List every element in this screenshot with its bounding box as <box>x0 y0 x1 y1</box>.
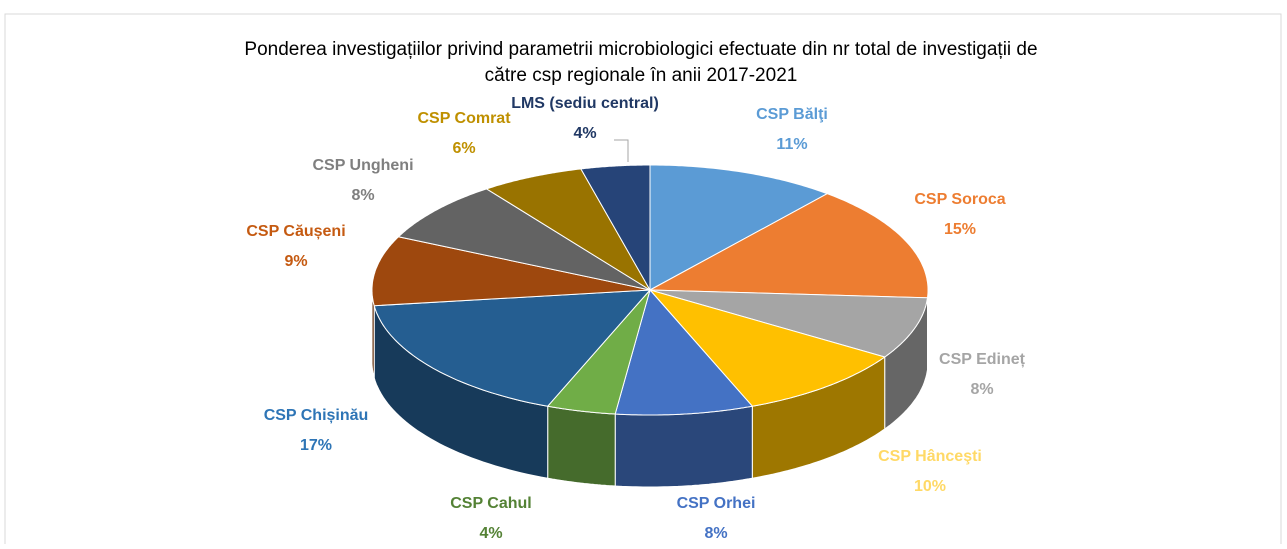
value-label: 17% <box>300 437 332 454</box>
slice-label: CSP Bălţi <box>756 106 828 123</box>
slice-label: CSP Orhei <box>677 495 756 512</box>
slice-label: CSP Chișinău <box>264 407 369 424</box>
slice-label: CSP Ungheni <box>312 157 413 174</box>
value-label: 4% <box>479 525 502 542</box>
value-label: 6% <box>452 140 475 157</box>
pie-slice <box>649 164 829 291</box>
value-label: 8% <box>970 381 993 398</box>
value-label: 15% <box>944 221 976 238</box>
pie-slice <box>546 289 651 415</box>
pie-slice <box>373 289 652 407</box>
pie-side <box>614 405 753 488</box>
pie-slice <box>485 168 651 291</box>
slice-label: CSP Edineț <box>939 351 1026 368</box>
slice-label: CSP Cahul <box>450 495 532 512</box>
value-label: 10% <box>914 478 946 495</box>
pie-slice <box>580 164 651 292</box>
pie-slice <box>648 193 929 299</box>
pie-slice <box>648 289 886 407</box>
pie-slice <box>649 289 929 358</box>
value-label: 11% <box>776 136 807 153</box>
pie-side <box>547 405 616 487</box>
pie-slice <box>397 188 651 291</box>
chart-title: către csp regionale în anii 2017-2021 <box>485 65 798 86</box>
leader-line <box>614 139 629 162</box>
chart-title: Ponderea investigațiilor privind paramet… <box>244 39 1037 60</box>
slice-label: CSP Comrat <box>417 110 511 127</box>
slice-label: CSP Căușeni <box>246 223 345 240</box>
slice-label: CSP Soroca <box>914 191 1005 208</box>
slice-label: LMS (sediu central) <box>511 95 659 112</box>
pie-slice <box>614 288 754 416</box>
value-label: 9% <box>284 253 307 270</box>
slice-label: CSP Hânceşti <box>878 448 982 465</box>
value-label: 8% <box>351 187 374 204</box>
value-label: 8% <box>704 525 727 542</box>
pie-slice <box>371 236 651 307</box>
value-label: 4% <box>573 125 596 142</box>
